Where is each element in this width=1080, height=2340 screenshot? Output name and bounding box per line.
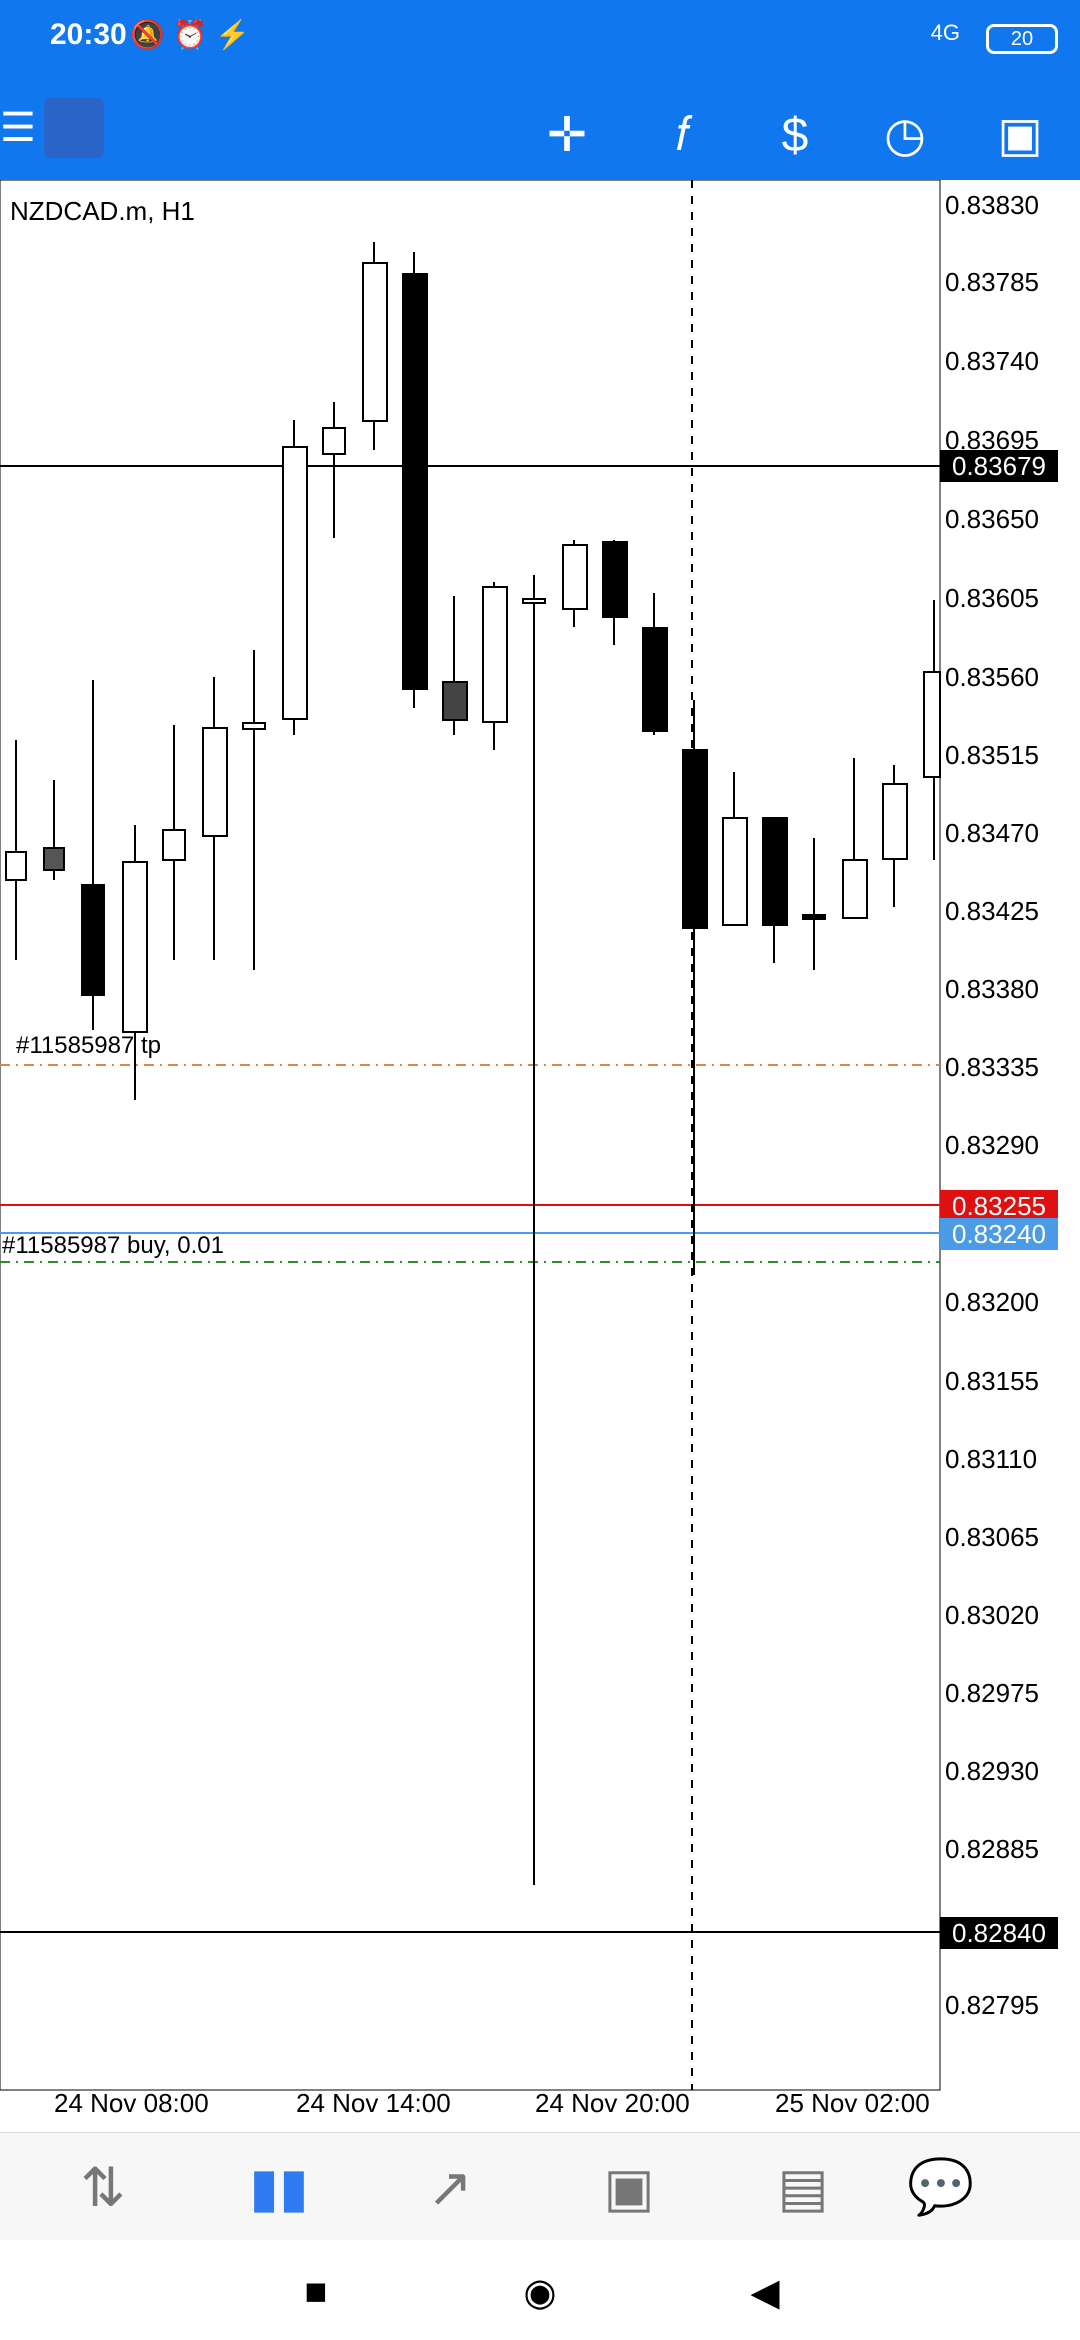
price-tick: 0.83785 [945, 267, 1039, 297]
menu-icon[interactable]: ☰ [0, 106, 36, 150]
price-tick: 0.82885 [945, 1834, 1039, 1864]
price-tick: 0.83155 [945, 1366, 1039, 1396]
ask-price-label: 0.83240 [940, 1218, 1058, 1250]
price-tick: 0.83290 [945, 1130, 1039, 1160]
quotes-icon[interactable]: ⇅ [80, 2157, 126, 2218]
top-app-bar: 20:30 🔕 ⏰ ⚡ 4G 20 ☰ ✛ 𝑓 $ ◷ ▣ [0, 0, 1080, 180]
trade-icon[interactable]: $ [781, 108, 809, 162]
system-navigation [0, 2240, 1080, 2340]
price-tick: 0.83200 [945, 1287, 1039, 1317]
time-label: 24 Nov 14:00 [296, 2088, 451, 2118]
low-price-label: 0.82840 [940, 1917, 1058, 1949]
clock-icon[interactable]: ◷ [884, 109, 926, 162]
price-tick: 0.83470 [945, 818, 1039, 848]
price-tick: 0.83380 [945, 974, 1039, 1004]
buy-order-label: #11585987 buy, 0.01 [2, 1232, 224, 1259]
back-icon[interactable]: ◀ [750, 2271, 780, 2314]
tp-order-label: #11585987 tp [16, 1032, 162, 1059]
bottom-navigation [0, 2132, 1080, 2241]
current-price-label: 0.83679 [940, 450, 1058, 482]
price-tick: 0.82975 [945, 1678, 1039, 1708]
price-tick: 0.82795 [945, 1990, 1039, 2020]
price-tick: 0.83020 [945, 1600, 1039, 1630]
home-icon[interactable]: ◉ [523, 2271, 557, 2314]
price-tick: 0.83335 [945, 1052, 1039, 1082]
chart-icon[interactable]: ▮▮ [249, 2157, 309, 2218]
news-icon[interactable]: ▤ [777, 2157, 829, 2218]
price-tick: 0.83560 [945, 662, 1039, 692]
history-icon[interactable]: ▣ [603, 2157, 655, 2218]
price-tick: 0.83515 [945, 740, 1039, 770]
candlestick-chart[interactable] [0, 179, 1080, 2115]
battery-indicator: 20 [986, 24, 1058, 54]
status-time: 20:30 [50, 18, 127, 51]
metatrader-icon[interactable] [44, 98, 104, 158]
time-label: 24 Nov 08:00 [54, 2088, 209, 2118]
price-tick: 0.83830 [945, 190, 1039, 220]
bid-price-label: 0.83255 [940, 1190, 1058, 1222]
crosshair-icon[interactable]: ✛ [546, 109, 588, 162]
symbol-label: NZDCAD.m, H1 [10, 196, 195, 226]
time-label: 25 Nov 02:00 [775, 2088, 930, 2118]
price-chart[interactable] [0, 179, 1080, 2115]
price-tick: 0.83740 [945, 346, 1039, 376]
time-label: 24 Nov 20:00 [535, 2088, 690, 2118]
price-tick: 0.83605 [945, 583, 1039, 613]
price-tick: 0.83425 [945, 896, 1039, 926]
price-tick: 0.83065 [945, 1522, 1039, 1552]
network-indicator: 4G [930, 20, 960, 45]
price-tick: 0.83650 [945, 504, 1039, 534]
recent-apps-icon[interactable]: ■ [304, 2270, 328, 2313]
price-tick: 0.83110 [945, 1444, 1038, 1474]
price-tick: 0.82930 [945, 1756, 1039, 1786]
status-icons: 🔕 ⏰ ⚡ [130, 19, 251, 50]
function-icon[interactable]: 𝑓 [675, 108, 691, 161]
trade-icon[interactable]: ↗ [427, 2157, 473, 2218]
new-order-icon[interactable]: ▣ [997, 109, 1043, 162]
battery-level: 20 [1010, 27, 1034, 50]
messages-icon[interactable]: 💬 [907, 2156, 975, 2217]
